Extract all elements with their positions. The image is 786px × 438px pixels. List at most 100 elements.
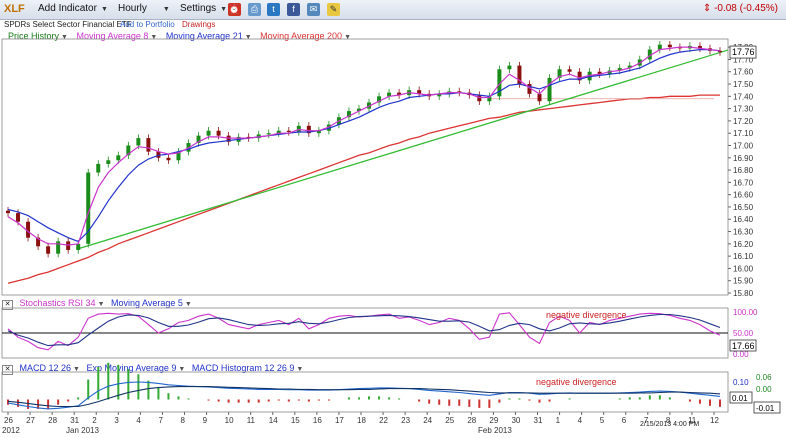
- candle-body: [697, 45, 702, 49]
- legend-stoch-ma[interactable]: Moving Average 5: [111, 298, 183, 308]
- price-candle: [547, 74, 552, 105]
- interval-select[interactable]: Hourly ▼: [118, 3, 170, 14]
- price-candle: [306, 122, 311, 137]
- price-candle: [677, 43, 682, 53]
- price-tick-label: 16.70: [733, 178, 754, 187]
- price-tick-label: 17.60: [733, 68, 754, 77]
- candle-body: [567, 69, 572, 72]
- last-price-label: 17.76: [732, 47, 755, 57]
- macd-last-box: [729, 391, 753, 404]
- chevron-down-icon[interactable]: ▼: [244, 34, 252, 41]
- legend-hist[interactable]: MACD Histogram 12 26 9: [191, 363, 295, 373]
- facebook-icon[interactable]: f: [287, 3, 300, 16]
- candle-body: [56, 241, 61, 254]
- ma200-line: [7, 94, 720, 284]
- stoch-tick-label: 50.00: [733, 329, 754, 338]
- price-candle: [46, 242, 51, 258]
- price-candle: [657, 41, 662, 54]
- candle-body: [597, 71, 602, 75]
- chevron-down-icon[interactable]: ▼: [73, 366, 80, 373]
- x-tick-label: 6: [622, 416, 627, 425]
- add-to-portfolio-link[interactable]: Add to Portfolio: [120, 20, 175, 29]
- price-frame: [1, 38, 729, 296]
- candle-body: [16, 213, 21, 222]
- candle-body: [527, 84, 532, 94]
- price-candle: [276, 127, 281, 137]
- x-tick-label: 7: [644, 416, 649, 425]
- legend-ma21[interactable]: Moving Average 21: [165, 31, 243, 41]
- stoch-legend: ✕ Stochastics RSI 34 ▼ Moving Average 5 ▼: [2, 298, 192, 310]
- chevron-down-icon[interactable]: ▼: [178, 366, 186, 373]
- add-indicator-button[interactable]: Add Indicator ▼: [38, 3, 108, 14]
- candle-body: [507, 65, 512, 70]
- candle-body: [146, 138, 151, 152]
- legend-price[interactable]: Price History: [8, 31, 60, 41]
- legend-ma200[interactable]: Moving Average 200: [260, 31, 343, 41]
- x-tick-label: 28: [467, 416, 476, 425]
- drawings-link[interactable]: Drawings: [182, 20, 216, 29]
- candle-body: [76, 243, 81, 250]
- stoch-tick-label: 0.00: [733, 350, 749, 359]
- price-tick-label: 16.10: [733, 252, 754, 261]
- ticker-symbol[interactable]: XLF: [4, 3, 25, 15]
- close-icon[interactable]: ✕: [2, 365, 13, 375]
- chevron-down-icon[interactable]: ▼: [296, 366, 304, 373]
- twitter-icon[interactable]: t: [267, 3, 280, 16]
- ma8-line: [7, 46, 721, 246]
- price-candle: [477, 91, 482, 105]
- alarm-icon[interactable]: ⏰: [228, 3, 241, 16]
- price-candle: [718, 47, 722, 56]
- candle-body: [417, 90, 422, 94]
- settings-button[interactable]: Settings ▼: [180, 3, 227, 14]
- close-icon[interactable]: ✕: [2, 300, 13, 310]
- x-tick-label: 7: [158, 416, 163, 425]
- x-tick-label: 10: [225, 416, 234, 425]
- candle-body: [627, 65, 632, 69]
- month-label: 2012: [2, 426, 20, 435]
- email-icon[interactable]: ✉: [307, 3, 320, 16]
- interval-label: Hourly: [118, 3, 147, 14]
- price-tick-label: 17.70: [733, 55, 754, 64]
- stoch-ma-line: [7, 313, 721, 347]
- candle-body: [577, 71, 582, 81]
- price-tick-label: 16.30: [733, 228, 754, 237]
- candle-body: [206, 130, 211, 136]
- x-tick-label: 28: [48, 416, 57, 425]
- x-tick-label: 16: [313, 416, 322, 425]
- price-candle: [527, 80, 532, 98]
- candle-body: [477, 95, 482, 102]
- candle-body: [316, 130, 321, 134]
- chevron-down-icon[interactable]: ▼: [184, 301, 192, 308]
- chevron-down-icon[interactable]: ▼: [61, 34, 68, 41]
- legend-macd[interactable]: MACD 12 26: [19, 363, 72, 373]
- x-tick-label: 29: [489, 416, 498, 425]
- candle-body: [126, 145, 131, 156]
- candle-body: [36, 237, 41, 247]
- chevron-down-icon: ▼: [100, 6, 108, 13]
- trend-line: [78, 49, 729, 250]
- month-label: Feb 2013: [478, 426, 512, 435]
- note-icon[interactable]: ✎: [327, 3, 340, 16]
- chevron-down-icon: ▼: [220, 6, 228, 13]
- print-icon[interactable]: ⎙: [248, 3, 261, 16]
- legend-ema[interactable]: Exp Moving Average 9: [86, 363, 177, 373]
- add-indicator-label: Add Indicator: [38, 3, 97, 14]
- price-candle: [296, 122, 301, 136]
- x-tick-label: 31: [534, 416, 543, 425]
- x-tick-label: 14: [269, 416, 278, 425]
- price-tick-label: 16.40: [733, 215, 754, 224]
- x-tick-label: 15: [291, 416, 300, 425]
- legend-ma8[interactable]: Moving Average 8: [76, 31, 149, 41]
- arrows-updown-icon: ⇕: [702, 3, 712, 14]
- price-candle: [316, 127, 321, 137]
- chevron-down-icon[interactable]: ▼: [344, 34, 351, 41]
- price-candle: [106, 156, 111, 168]
- price-candle: [166, 154, 171, 164]
- chevron-down-icon[interactable]: ▼: [150, 34, 158, 41]
- axes: 17.8017.7017.6017.5017.4017.3017.2017.10…: [2, 43, 781, 435]
- x-tick-label: 25: [445, 416, 454, 425]
- price-candle: [6, 206, 10, 217]
- chevron-down-icon[interactable]: ▼: [97, 301, 105, 308]
- legend-stoch[interactable]: Stochastics RSI 34: [19, 298, 96, 308]
- candle-body: [296, 125, 301, 132]
